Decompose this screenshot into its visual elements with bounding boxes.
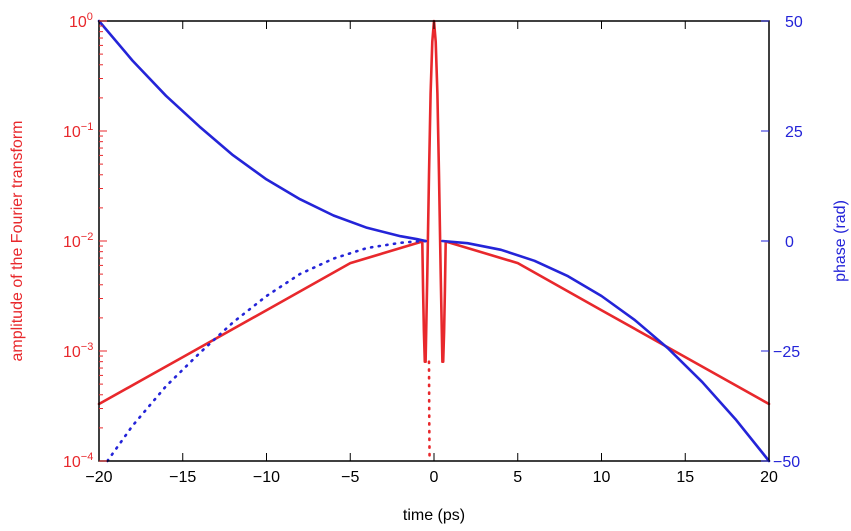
amplitude-series-line-0	[97, 240, 427, 406]
x-axis-title: time (ps)	[403, 507, 465, 524]
x-tick-label: 5	[513, 469, 522, 486]
left-y-axis-title: amplitude of the Fourier transform	[9, 121, 26, 362]
x-tick-label: −10	[253, 469, 280, 486]
x-tick-label: −15	[169, 469, 196, 486]
data-layer	[97, 19, 771, 463]
right-y-axis-title: phase (rad)	[832, 200, 849, 282]
left-y-tick-label: 100	[69, 11, 93, 31]
ticks-layer: −20 −15 −10 −5 0 5 10 15 2010010−110−210−310−450…	[63, 11, 803, 486]
left-y-tick-label: 10−4	[63, 451, 93, 471]
left-y-tick-label: 10−1	[63, 121, 93, 141]
right-y-tick-label: −25	[773, 344, 800, 361]
x-tick-label: −5	[341, 469, 359, 486]
amplitude-series-line-2	[441, 240, 771, 406]
plot-frame	[98, 20, 770, 462]
x-tick-label: 15	[676, 469, 694, 486]
right-y-tick-label: −50	[773, 454, 800, 471]
x-tick-label: 10	[593, 469, 611, 486]
x-tick-label: −20	[85, 469, 112, 486]
left-y-tick-label: 10−2	[63, 231, 93, 251]
phase-series-line-6	[106, 239, 431, 463]
x-tick-label: 0	[430, 469, 439, 486]
right-y-tick-label: 50	[785, 14, 803, 31]
phase-series-line-4	[97, 19, 427, 243]
left-y-tick-label: 10−3	[63, 341, 93, 361]
amplitude-series-line-3	[427, 360, 431, 463]
amplitude-series-line-1	[424, 19, 444, 364]
right-y-tick-label: 0	[785, 234, 794, 251]
x-tick-label: 20	[760, 469, 778, 486]
phase-series-line-5	[441, 239, 771, 463]
right-y-tick-label: 25	[785, 124, 803, 141]
